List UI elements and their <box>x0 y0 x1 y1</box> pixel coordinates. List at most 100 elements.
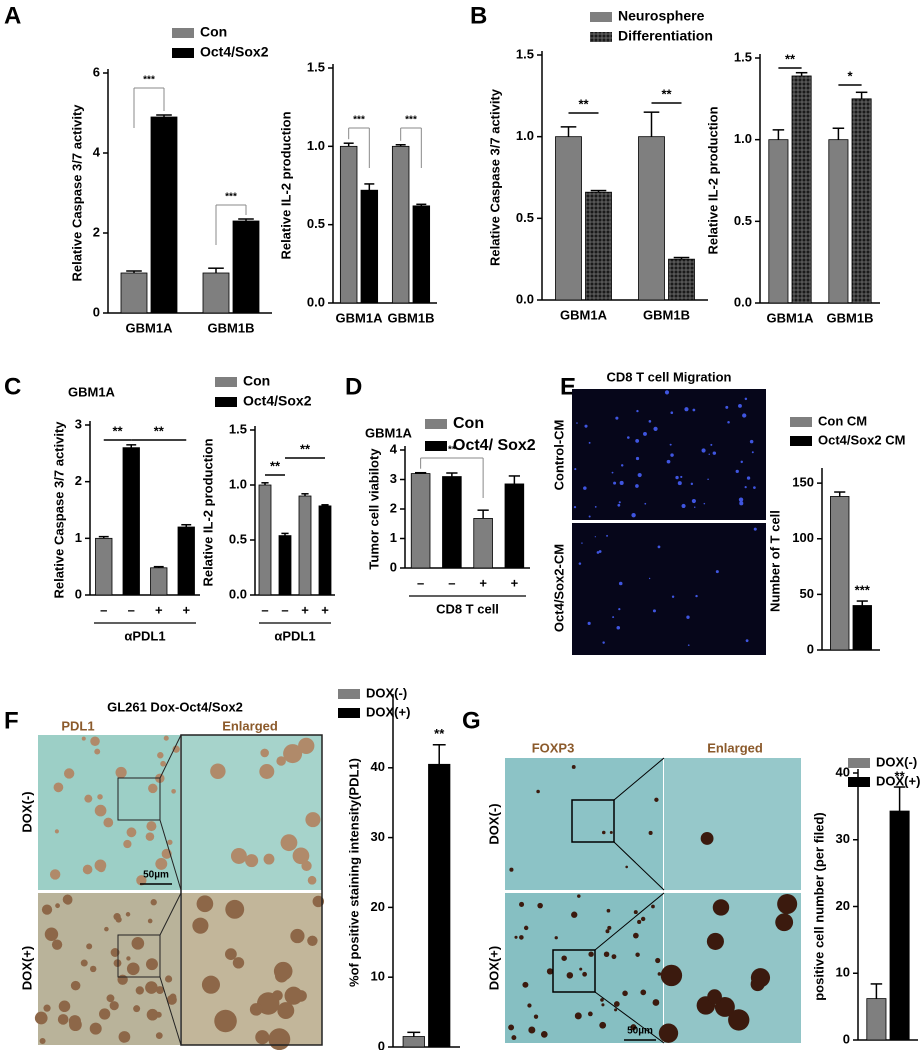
cell-dot <box>104 926 109 932</box>
x-tick-label: + <box>479 575 487 590</box>
cell-dot <box>750 977 765 992</box>
cell-dot <box>70 980 81 991</box>
cell-dot <box>276 756 286 766</box>
legend-label: Con CM <box>818 413 867 428</box>
cell-dot <box>583 486 587 490</box>
x-tick-label: – <box>281 602 288 617</box>
column-label: FOXP3 <box>532 740 575 755</box>
cell-dot <box>605 929 610 934</box>
legend-swatch <box>848 777 870 787</box>
cell-dot <box>546 968 554 975</box>
cell-dot <box>97 794 103 800</box>
row-label: Control-CM <box>551 420 566 491</box>
cell-dot <box>126 827 137 838</box>
panel-label: G <box>462 707 481 734</box>
cell-dot <box>648 420 652 423</box>
micrograph <box>505 893 663 1043</box>
cell-dot <box>210 763 226 779</box>
legend-swatch <box>425 441 447 451</box>
cell-dot <box>738 497 744 502</box>
x-tick-label: GBM1B <box>208 320 255 335</box>
bar <box>866 998 887 1041</box>
cell-dot <box>519 901 525 907</box>
cell-dot <box>751 451 754 454</box>
bar <box>150 116 178 314</box>
bar <box>95 537 113 596</box>
bar <box>150 567 168 596</box>
x-tick-label: – <box>448 575 455 590</box>
y-axis-label: Relative IL-2 production <box>705 106 720 254</box>
cell-dot <box>742 413 747 418</box>
cell-dot <box>561 955 567 961</box>
cell-dot <box>631 512 636 518</box>
cell-dot <box>80 959 88 967</box>
cell-dot <box>82 864 93 875</box>
cell-dot <box>519 935 524 940</box>
cell-dot <box>666 459 671 464</box>
y-tick-label: 10 <box>836 965 850 980</box>
y-tick-label: 20 <box>371 899 385 914</box>
cell-dot <box>703 502 706 505</box>
cell-dot <box>740 460 743 464</box>
cell-dot <box>640 916 646 922</box>
legend-swatch <box>172 48 194 58</box>
y-tick-label: 10 <box>371 969 385 984</box>
cell-dot <box>39 1038 46 1045</box>
bar <box>232 220 260 314</box>
cell-dot <box>115 916 122 923</box>
cell-dot <box>599 1021 607 1029</box>
cell-dot <box>706 932 724 950</box>
cell-dot <box>135 986 144 995</box>
cell-dot <box>571 765 576 769</box>
legend-swatch <box>215 377 237 387</box>
cell-dot <box>588 441 591 444</box>
micrograph <box>505 758 663 890</box>
cell-dot <box>614 1008 618 1012</box>
cell-dot <box>163 735 169 741</box>
cell-dot <box>695 594 698 598</box>
significance: *** <box>225 192 237 203</box>
cell-dot <box>99 1008 111 1020</box>
cell-dot <box>625 865 629 869</box>
cell-dot <box>96 863 106 873</box>
cell-dot <box>126 956 131 961</box>
bar <box>120 272 148 314</box>
cell-dot <box>528 1026 536 1034</box>
y-tick-label: 1.0 <box>516 128 534 143</box>
x-axis-label: αPDL1 <box>274 628 315 643</box>
cell-dot <box>283 744 303 764</box>
cell-dot <box>522 981 529 988</box>
significance: *** <box>353 115 365 126</box>
cell-dot <box>273 961 293 981</box>
cell-dot <box>606 534 608 537</box>
cell-dot <box>715 570 719 574</box>
x-tick-label: – <box>128 602 135 617</box>
legend-label: Con <box>453 415 484 432</box>
cell-dot <box>618 607 621 611</box>
legend-label: Con <box>200 24 227 40</box>
cell-dot <box>712 899 730 916</box>
x-tick-label: + <box>511 575 519 590</box>
y-tick-label: 4 <box>390 441 398 456</box>
significance: ** <box>154 423 165 438</box>
cell-dot <box>284 986 303 1005</box>
row-label: DOX(-) <box>19 791 34 832</box>
y-axis-label: Number of T cell <box>767 510 782 612</box>
zoom-box <box>552 949 596 993</box>
cell-dot <box>657 972 662 976</box>
cell-dot <box>603 951 610 958</box>
cell-dot <box>635 439 640 443</box>
cell-dot <box>749 439 754 444</box>
cell-dot <box>576 422 578 424</box>
cell-dot <box>738 403 742 408</box>
legend-swatch <box>338 689 360 699</box>
cell-dot <box>692 408 696 412</box>
bar <box>504 483 525 569</box>
zoom-line <box>159 819 182 891</box>
row-label: DOX(+) <box>19 946 34 990</box>
cell-dot <box>687 644 690 646</box>
cell-dot <box>651 904 655 909</box>
cell-dot <box>196 895 214 913</box>
cell-dot <box>675 475 679 480</box>
cell-dot <box>577 894 581 898</box>
